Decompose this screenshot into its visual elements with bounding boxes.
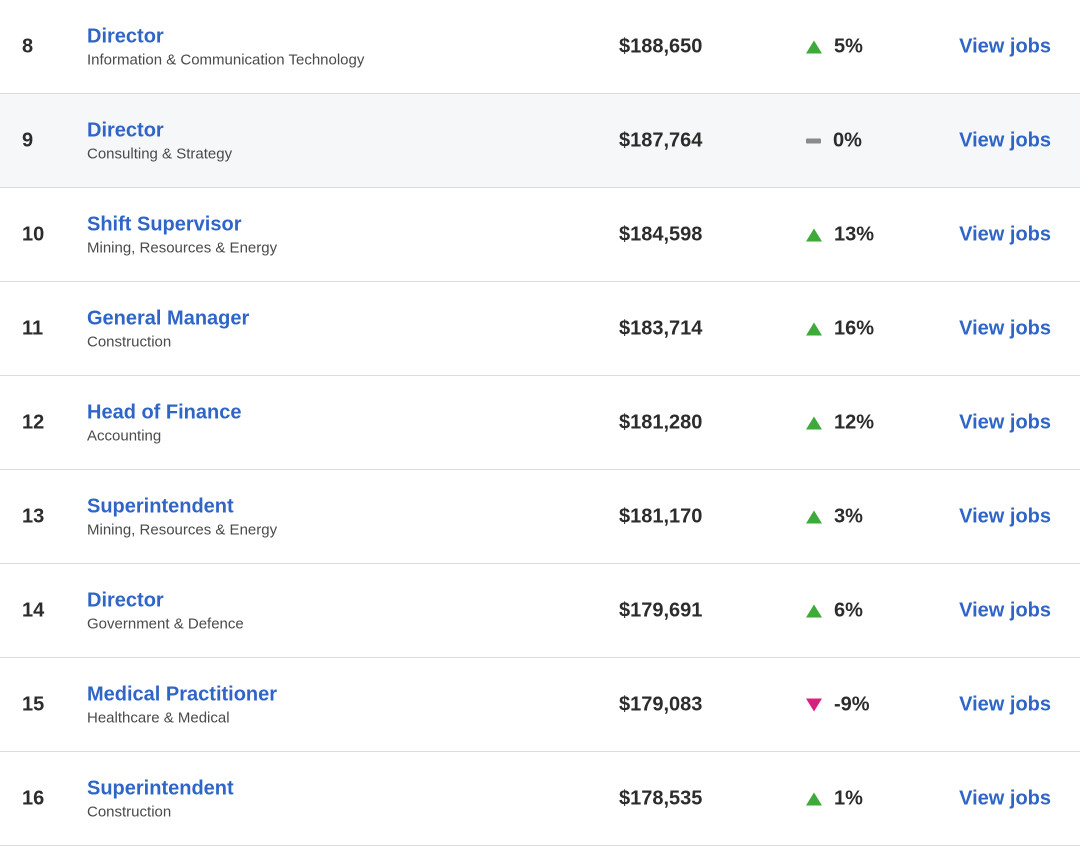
salary-value: $179,083: [619, 693, 703, 715]
trend-flat-icon: [806, 138, 821, 143]
trend-up-icon: [806, 416, 822, 429]
trend-up-icon: [806, 228, 822, 241]
change-percent: 5%: [834, 35, 863, 57]
role-link[interactable]: Superintendent: [87, 777, 234, 799]
trend-up-icon: [806, 604, 822, 617]
industry-label: Mining, Resources & Energy: [87, 521, 278, 538]
change-percent: 0%: [833, 129, 862, 151]
table-row: 16 Superintendent Construction $178,535 …: [0, 752, 1080, 846]
role-link[interactable]: Superintendent: [87, 495, 234, 517]
industry-label: Construction: [87, 803, 172, 820]
industry-label: Information & Communication Technology: [87, 51, 365, 68]
view-jobs-link[interactable]: View jobs: [959, 787, 1051, 809]
trend-up-icon: [806, 510, 822, 523]
change-cell: 0%: [806, 129, 862, 152]
role-cell: Superintendent Construction: [87, 776, 234, 821]
rank-number: 9: [22, 129, 34, 151]
trend-down-icon: [806, 698, 822, 711]
change-cell: 16%: [806, 317, 874, 340]
rank-number: 10: [22, 223, 45, 245]
rank-number: 13: [22, 505, 45, 527]
change-percent: -9%: [834, 693, 870, 715]
change-cell: 6%: [806, 599, 863, 622]
view-jobs-link[interactable]: View jobs: [959, 223, 1051, 245]
change-cell: -9%: [806, 693, 870, 716]
role-link[interactable]: Shift Supervisor: [87, 213, 242, 235]
change-cell: 13%: [806, 223, 874, 246]
view-jobs-link[interactable]: View jobs: [959, 317, 1051, 339]
industry-label: Healthcare & Medical: [87, 709, 230, 726]
role-link[interactable]: Head of Finance: [87, 401, 242, 423]
change-percent: 1%: [834, 787, 863, 809]
view-jobs-link[interactable]: View jobs: [959, 411, 1051, 433]
table-row: 11 General Manager Construction $183,714…: [0, 282, 1080, 376]
rank-number: 15: [22, 693, 45, 715]
industry-label: Construction: [87, 333, 172, 350]
table-row: 13 Superintendent Mining, Resources & En…: [0, 470, 1080, 564]
role-cell: Superintendent Mining, Resources & Energ…: [87, 494, 277, 539]
industry-label: Consulting & Strategy: [87, 145, 233, 162]
change-cell: 1%: [806, 787, 863, 810]
table-row: 9 Director Consulting & Strategy $187,76…: [0, 94, 1080, 188]
industry-label: Accounting: [87, 427, 162, 444]
role-cell: Head of Finance Accounting: [87, 400, 241, 445]
change-percent: 13%: [834, 223, 875, 245]
role-cell: General Manager Construction: [87, 306, 249, 351]
view-jobs-link[interactable]: View jobs: [959, 693, 1051, 715]
salary-value: $184,598: [619, 223, 703, 245]
industry-label: Government & Defence: [87, 615, 244, 632]
change-percent: 3%: [834, 505, 863, 527]
view-jobs-link[interactable]: View jobs: [959, 35, 1051, 57]
table-row: 15 Medical Practitioner Healthcare & Med…: [0, 658, 1080, 752]
salary-value: $179,691: [619, 599, 703, 621]
rank-number: 11: [22, 317, 44, 339]
change-percent: 12%: [834, 411, 875, 433]
rank-number: 8: [22, 35, 34, 57]
role-cell: Medical Practitioner Healthcare & Medica…: [87, 682, 277, 727]
salary-value: $181,280: [619, 411, 703, 433]
rank-number: 14: [22, 599, 45, 621]
salary-value: $178,535: [619, 787, 703, 809]
role-link[interactable]: Director: [87, 589, 164, 611]
salary-value: $183,714: [619, 317, 703, 339]
change-cell: 3%: [806, 505, 863, 528]
salary-value: $187,764: [619, 129, 703, 151]
rank-number: 12: [22, 411, 45, 433]
table-row: 14 Director Government & Defence $179,69…: [0, 564, 1080, 658]
rank-number: 16: [22, 787, 45, 809]
change-cell: 5%: [806, 35, 863, 58]
trend-up-icon: [806, 322, 822, 335]
role-link[interactable]: Director: [87, 25, 164, 47]
view-jobs-link[interactable]: View jobs: [959, 599, 1051, 621]
change-cell: 12%: [806, 411, 874, 434]
change-percent: 6%: [834, 599, 863, 621]
role-cell: Shift Supervisor Mining, Resources & Ene…: [87, 212, 277, 257]
table-row: 12 Head of Finance Accounting $181,280 1…: [0, 376, 1080, 470]
role-link[interactable]: General Manager: [87, 307, 250, 329]
role-link[interactable]: Director: [87, 119, 164, 141]
table-row: 8 Director Information & Communication T…: [0, 0, 1080, 94]
industry-label: Mining, Resources & Energy: [87, 239, 278, 256]
view-jobs-link[interactable]: View jobs: [959, 129, 1051, 151]
salary-value: $188,650: [619, 35, 703, 57]
trend-up-icon: [806, 40, 822, 53]
role-link[interactable]: Medical Practitioner: [87, 683, 278, 705]
change-percent: 16%: [834, 317, 875, 339]
view-jobs-link[interactable]: View jobs: [959, 505, 1051, 527]
trend-up-icon: [806, 792, 822, 805]
table-row: 10 Shift Supervisor Mining, Resources & …: [0, 188, 1080, 282]
role-cell: Director Information & Communication Tec…: [87, 24, 364, 69]
role-cell: Director Government & Defence: [87, 588, 244, 633]
salary-value: $181,170: [619, 505, 703, 527]
role-cell: Director Consulting & Strategy: [87, 118, 232, 163]
